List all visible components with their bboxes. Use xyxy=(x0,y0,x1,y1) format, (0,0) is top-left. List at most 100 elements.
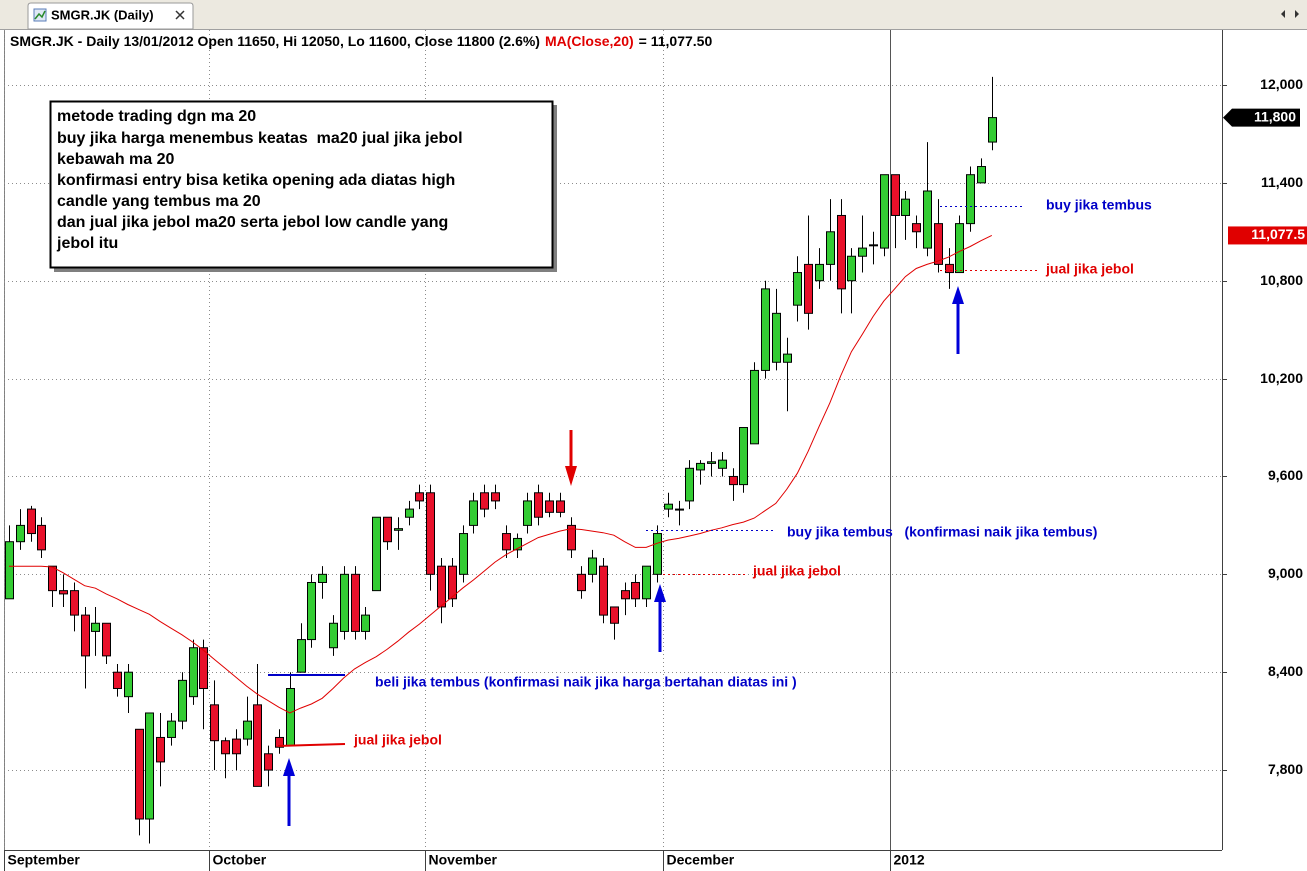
note-line: konfirmasi entry bisa ketika opening ada… xyxy=(57,172,455,189)
candle-body xyxy=(664,503,673,510)
candle-body xyxy=(145,712,154,820)
candle-body xyxy=(135,728,144,820)
candle-body xyxy=(426,492,435,575)
ma-badge-label: 11,077.5 xyxy=(1251,226,1305,242)
note-line: dan jual jika jebol ma20 serta jebol low… xyxy=(57,214,448,231)
candle-body xyxy=(653,533,662,575)
scroll-right[interactable] xyxy=(1295,10,1299,18)
last-price-label: 11,800 xyxy=(1254,108,1296,124)
candle-body xyxy=(27,508,36,535)
candle-body xyxy=(372,516,381,592)
candle-body xyxy=(70,590,79,616)
annotation: buy jika tembus (konfirmasi naik jika te… xyxy=(787,524,1097,540)
y-tick-label: 9,000 xyxy=(1268,565,1303,581)
x-tick-label: November xyxy=(429,852,498,868)
note-line: metode trading dgn ma 20 xyxy=(57,108,256,125)
candle-body xyxy=(891,174,900,216)
note-box xyxy=(49,100,554,269)
candle-body xyxy=(977,166,986,184)
candle-body xyxy=(329,622,338,649)
candle-body xyxy=(880,174,889,249)
candle-body xyxy=(837,214,846,290)
candle-body xyxy=(815,263,824,282)
candle-body xyxy=(750,369,759,445)
candle-body xyxy=(5,541,14,600)
candle-body xyxy=(696,462,705,471)
axes: 7,800 8,400 9,000 9,600 10,200 10,800 11,400 12… xyxy=(4,76,1307,871)
y-tick-label: 11,400 xyxy=(1261,174,1303,190)
candle-body xyxy=(199,647,208,690)
annotation: jual jika jebol xyxy=(1045,261,1134,277)
tab-close[interactable] xyxy=(175,10,185,20)
candle-body xyxy=(394,528,403,531)
candle-body xyxy=(264,753,273,771)
candle-body xyxy=(189,647,198,698)
arrow-up xyxy=(283,758,295,826)
candle-body xyxy=(318,573,327,583)
candle-body xyxy=(934,223,943,265)
candle-body xyxy=(761,288,770,371)
candle-body xyxy=(847,255,856,282)
x-tick-label: October xyxy=(213,852,267,868)
y-tick-label: 7,800 xyxy=(1268,761,1303,777)
candle-body xyxy=(826,231,835,265)
candle-body xyxy=(988,117,997,143)
candle-body xyxy=(405,508,414,518)
candle-body xyxy=(966,174,975,225)
header-ma-name: MA(Close,20) xyxy=(545,33,634,49)
candle-body xyxy=(685,467,694,502)
candle-body xyxy=(48,565,57,592)
candle-body xyxy=(793,272,802,306)
candle-body xyxy=(588,557,597,575)
y-tick-label: 9,600 xyxy=(1268,467,1303,483)
level-line xyxy=(277,743,346,747)
candle-body xyxy=(675,508,684,511)
annotation: jual jika jebol xyxy=(353,732,442,748)
candle-body xyxy=(178,679,187,722)
y-tick-label: 10,800 xyxy=(1260,272,1303,288)
note-line: buy jika harga menembus keatas ma20 jual… xyxy=(57,130,463,147)
candle-body xyxy=(340,573,349,632)
candle-body xyxy=(243,720,252,740)
candle-body xyxy=(534,492,543,518)
candle-body xyxy=(37,524,46,551)
scroll-left[interactable] xyxy=(1281,10,1285,18)
arrow-up xyxy=(654,584,666,652)
tab-bar xyxy=(0,0,1307,30)
tab[interactable] xyxy=(27,2,194,30)
candle-body xyxy=(577,573,586,592)
candle-body xyxy=(739,427,748,486)
candle-body xyxy=(523,500,532,526)
arrow-down xyxy=(565,430,577,486)
candle-body xyxy=(923,190,932,249)
candle-body xyxy=(113,671,122,690)
candle-body xyxy=(91,622,100,632)
annotation: buy jika tembus xyxy=(1046,197,1152,213)
chart-header: SMGR.JK - Daily 13/01/2012 Open 11650, H… xyxy=(10,33,712,49)
candle-body xyxy=(729,475,738,486)
candle-body xyxy=(297,639,306,673)
y-tick-label: 8,400 xyxy=(1268,663,1303,679)
candle-body xyxy=(858,247,867,257)
annotation: beli jika tembus (konfirmasi naik jika h… xyxy=(375,674,797,690)
candle-body xyxy=(783,353,792,363)
last-price-badge xyxy=(1223,108,1300,127)
note-line: kebawah ma 20 xyxy=(57,151,175,168)
candle-body xyxy=(945,263,954,274)
candle-body xyxy=(437,565,446,608)
x-tick-label: 2012 xyxy=(894,852,925,868)
candle-body xyxy=(610,606,619,624)
tab-title: SMGR.JK (Daily) xyxy=(51,7,154,22)
candle-body xyxy=(81,614,90,657)
candle-body xyxy=(351,573,360,632)
candle-body xyxy=(16,524,25,543)
candle-body xyxy=(469,500,478,526)
tab-icon-line xyxy=(34,10,46,20)
candle-body xyxy=(642,565,651,600)
x-tick-label: December xyxy=(667,852,735,868)
candle-body xyxy=(275,736,284,748)
candle-body xyxy=(232,738,241,755)
ma-line xyxy=(9,234,993,714)
